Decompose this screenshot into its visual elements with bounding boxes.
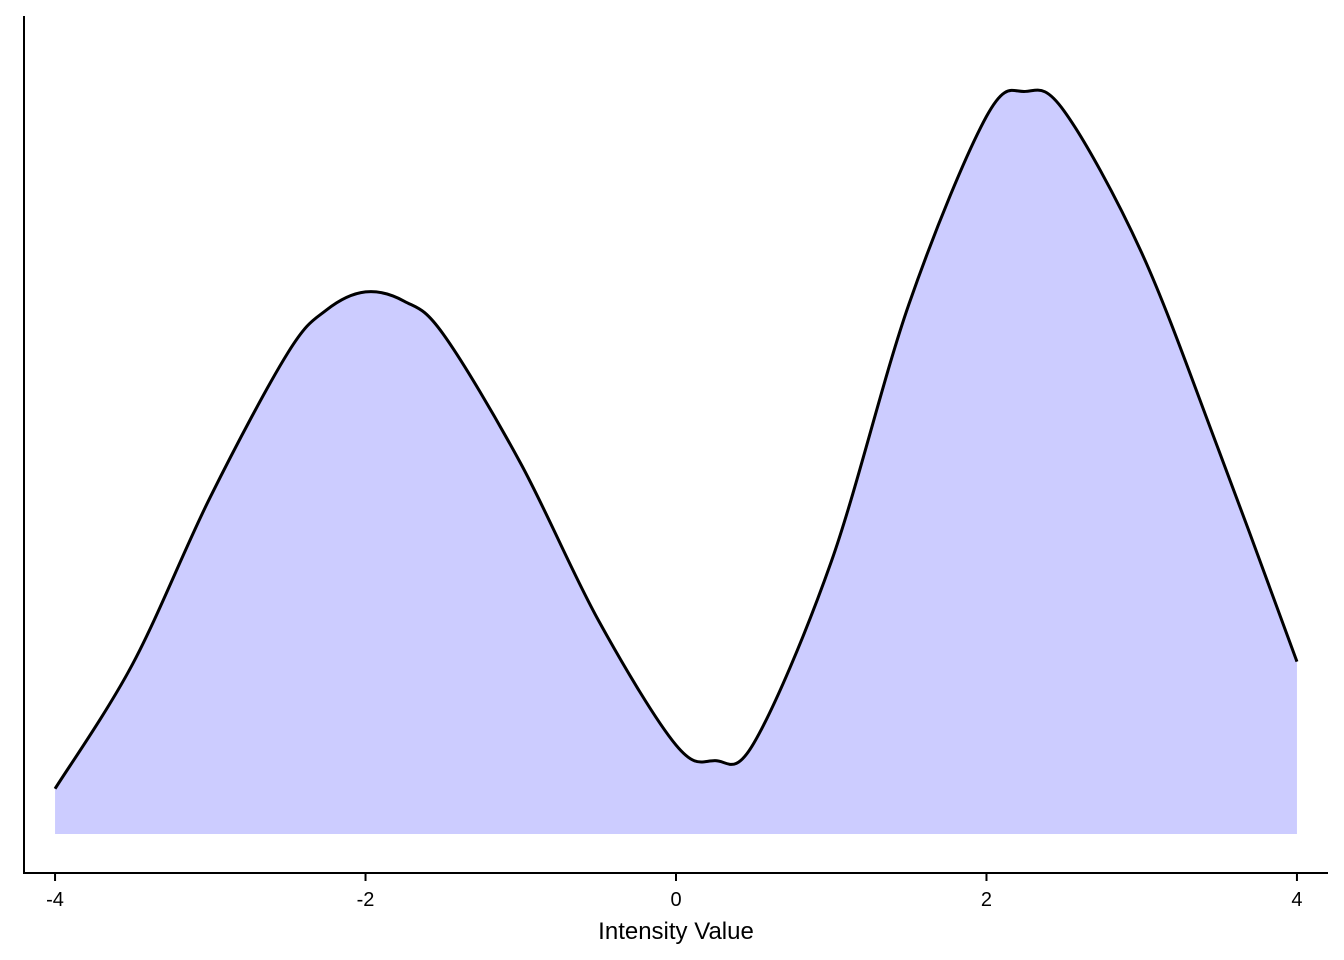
x-tick-label: 4 bbox=[1291, 889, 1302, 911]
x-tick-label: -4 bbox=[46, 889, 64, 911]
x-axis-title: Intensity Value bbox=[598, 918, 754, 945]
x-tick-label: 0 bbox=[670, 889, 681, 911]
x-axis-ticks: -4 -2 0 2 4 bbox=[46, 873, 1303, 911]
x-tick-label: 2 bbox=[981, 889, 992, 911]
density-curve-line bbox=[53, 88, 1299, 790]
density-area-fill bbox=[55, 90, 1297, 834]
x-tick-label: -2 bbox=[357, 889, 375, 911]
